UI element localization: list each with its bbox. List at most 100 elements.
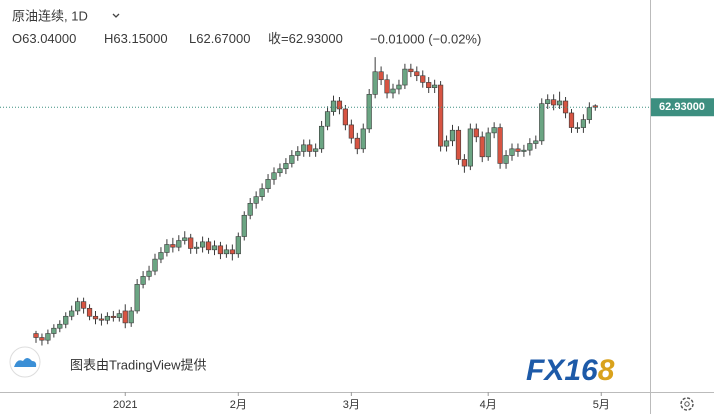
candle-body [426,82,432,89]
candle-body [336,100,343,110]
logo: FX168 [526,354,615,387]
candle-body [253,196,259,204]
candle-body [307,144,313,152]
candle-body [414,71,420,77]
candle-body [128,310,134,324]
candle-body [75,301,81,312]
candle-body [509,148,515,156]
candle-body [229,249,235,255]
candle-body [485,132,491,158]
candle-body [360,128,366,150]
dropdown-chevron[interactable] [112,13,120,18]
candle-body [313,148,319,152]
low-value: 62.67000 [196,31,250,46]
candle-body [277,168,283,174]
candle-body [289,155,295,164]
candle-body [449,129,456,142]
candle-body [223,249,230,255]
candle-body [527,143,533,151]
logo-text: FX16 [526,354,598,387]
candle-body [122,310,128,324]
ohlc-low: L62.67000 [189,31,250,46]
candle-body [146,270,152,277]
open-label: O [12,31,22,46]
candle-body [45,333,51,341]
logo-accent: 8 [598,354,615,387]
x-tick-label: 5月 [593,399,610,411]
candle-body [324,111,331,127]
candle-body [69,310,75,317]
candle-body [205,241,212,251]
candle-body [437,84,444,147]
candle-body [521,149,527,152]
candle-body [283,163,289,170]
x-tick-label: 2021 [113,399,137,411]
candle-body [86,307,93,317]
candle-body [152,258,158,272]
candle-body [390,88,396,94]
candle-body [503,155,509,164]
candle-body [354,137,360,150]
candle-body [51,327,57,334]
candle-body [63,315,69,325]
candle-body [539,103,545,142]
open-value: 63.04000 [22,31,76,46]
candle-body [158,252,164,260]
candle-body [372,71,378,95]
candle-body [259,188,265,197]
candle-body [497,127,503,164]
candle-body [592,105,598,108]
candle-body [176,240,182,248]
candle-body [461,159,468,167]
gear[interactable] [680,397,694,411]
symbol: 原油连续, 1D [12,8,88,23]
candle-body [574,127,581,129]
badge-cloud [14,358,37,367]
candle-body [580,119,586,128]
candle-body [443,140,450,147]
close-value: 62.93000 [289,31,343,46]
candle-body [515,148,521,152]
x-tick-label: 3月 [343,399,360,411]
candle-body [81,301,87,309]
candle-body [134,284,140,312]
candle-body [98,318,105,321]
candle-body [556,100,563,106]
candle-body [384,79,390,94]
candle-body [301,144,307,152]
candle-body [586,107,592,120]
candle-body [295,151,301,156]
price-label: 62.93000 [659,101,705,113]
candle-body [491,127,497,134]
candle-body [39,337,45,341]
candle-body [455,129,462,160]
ohlc-close: 收=62.93000 [268,31,343,46]
candle-body [545,99,551,104]
ohlc-open: O63.04000 [12,31,76,46]
candle-body [241,214,247,237]
high-label: H [104,31,113,46]
candle-body [211,245,218,251]
gear-hole[interactable] [684,401,690,407]
candle-body [116,313,122,318]
candle-body [551,99,557,106]
plot [33,57,598,346]
candle-body [330,100,337,112]
settings-icon[interactable] [680,397,694,411]
candle-body [200,241,206,248]
candle-body [235,236,241,255]
candle-body [247,203,253,216]
candle-body [194,246,200,249]
candle-body [420,75,426,83]
candle-body [366,94,372,130]
change: −0.01000 (−0.02%) [370,31,481,46]
candle-body [170,244,176,248]
x-tick-label: 2月 [230,399,247,411]
candle-body [396,84,402,90]
candle-body [408,68,414,73]
candle-body [188,237,194,249]
candle-body [140,276,146,285]
candle-body [182,237,188,241]
